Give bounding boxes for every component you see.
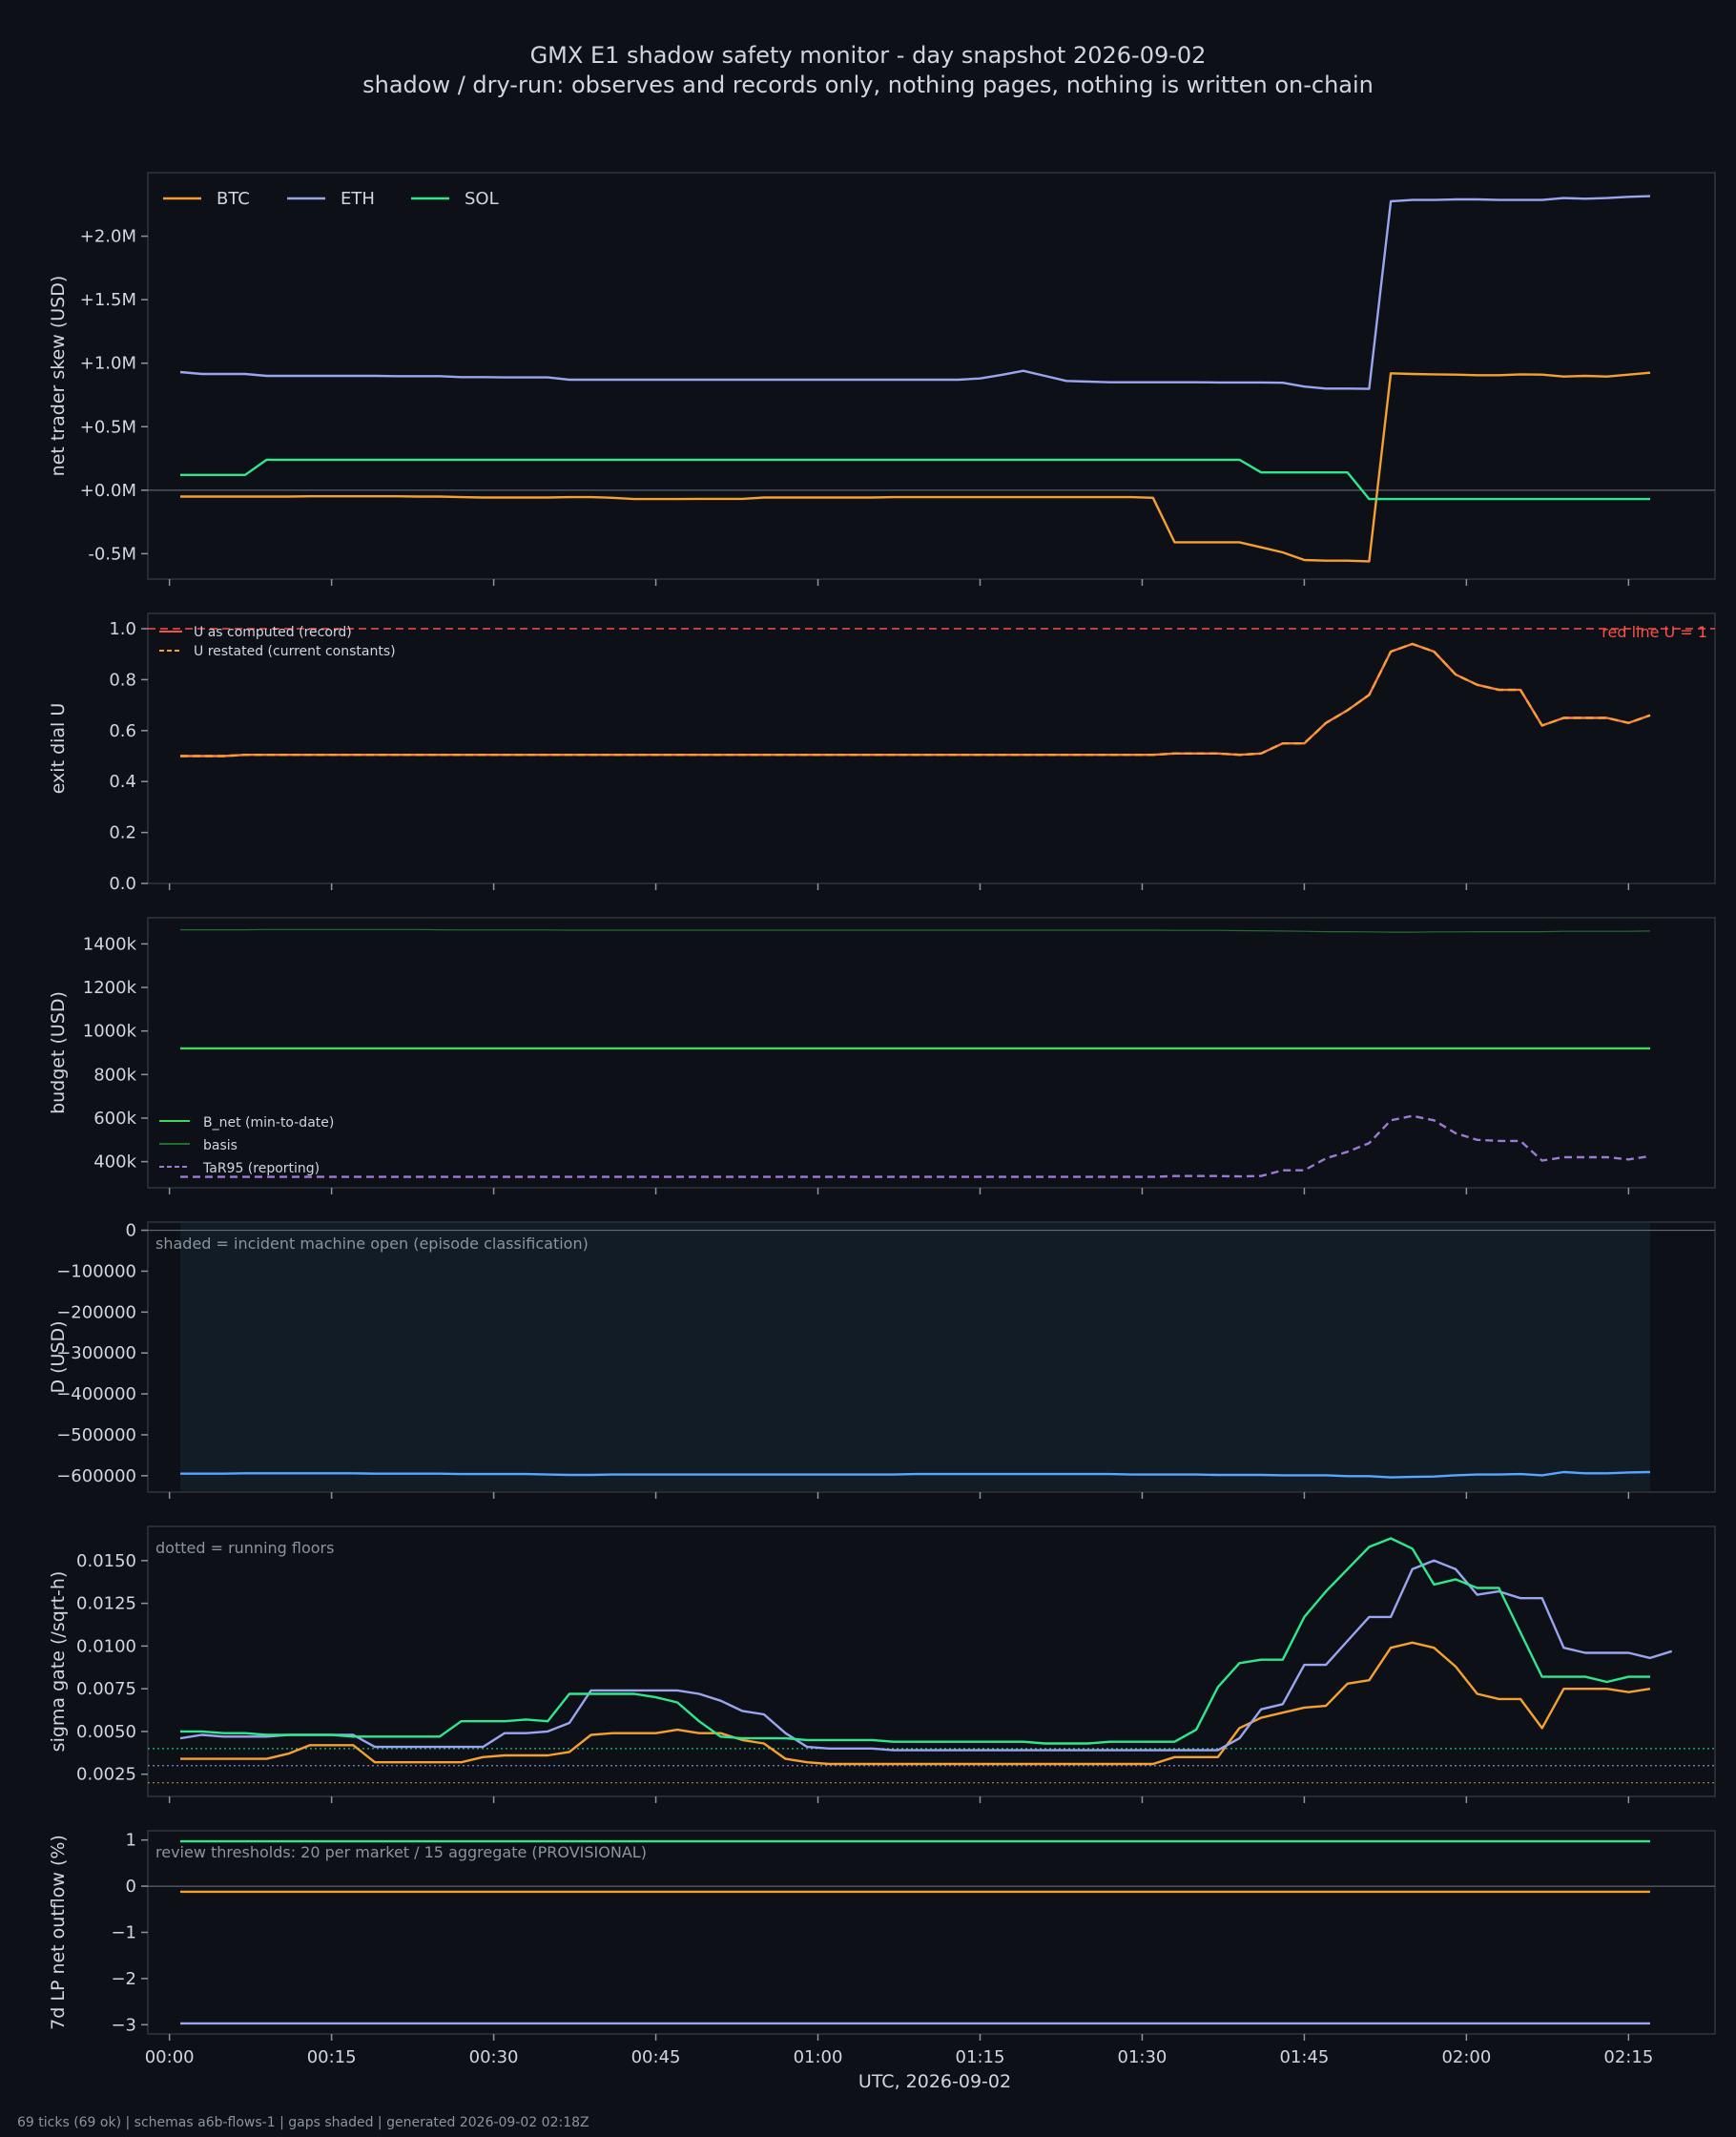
series-line-tar95-reporting [180, 1114, 1651, 1178]
red-line-label: red line U = 1 [1602, 623, 1707, 641]
legend-label: basis [203, 1138, 238, 1153]
x-tick-label: 01:15 [956, 2047, 1005, 2067]
panel-exit_dial: 0.0 0.2 0.4 0.6 0.8 1.0 exit dial U red line U … [48, 612, 1716, 894]
series-line-basis [180, 928, 1651, 933]
y-tick-label: 0.0075 [76, 1679, 136, 1699]
panel-note: shaded = incident machine open (episode … [155, 1234, 589, 1253]
y-tick-label: +2.0M [80, 227, 136, 247]
y-tick-label: 1400k [83, 934, 137, 954]
series-line-eth [179, 195, 1651, 390]
panel-drawdown: −600000 −500000 −400000 −300000 −200000 −1000… [48, 1221, 1716, 1499]
panel-frame [147, 612, 1716, 884]
legend-label: TaR95 (reporting) [202, 1161, 320, 1176]
series-line-u-restated-current-constants [180, 642, 1651, 757]
panel-note: review thresholds: 20 per market / 15 ag… [155, 1843, 647, 1861]
x-tick-label: 01:00 [794, 2047, 843, 2067]
footer-status: 69 ticks (69 ok) | schemas a6b-flows-1 |… [17, 2115, 589, 2130]
chart-panels: -0.5M +0.0M +0.5M +1.0M +1.5M +2.0M net trader… [48, 172, 1716, 2067]
y-tick-label: −3 [111, 2015, 136, 2035]
panel-skew: -0.5M +0.0M +0.5M +1.0M +1.5M +2.0M net trader… [48, 172, 1716, 586]
y-tick-label: 0.0025 [76, 1765, 136, 1785]
y-tick-label: 1 [126, 1831, 136, 1851]
panel-lp_outflow: 00:00 00:15 00:30 00:45 01:00 01:15 01:30 01:45… [48, 1830, 1716, 2067]
y-tick-label: 0.0100 [76, 1636, 136, 1656]
y-axis-label: exit dial U [48, 703, 69, 795]
y-tick-label: 0.8 [109, 670, 136, 690]
y-tick-label: 0.0125 [76, 1594, 136, 1614]
y-tick-label: 0.0050 [76, 1722, 136, 1742]
legend-label-btc: BTC [217, 189, 250, 209]
y-tick-label: -0.5M [88, 544, 136, 564]
x-tick-label: 00:30 [469, 2047, 519, 2067]
legend-label: U restated (current constants) [194, 644, 396, 659]
y-tick-label: −200000 [56, 1302, 136, 1322]
y-tick-label: −300000 [56, 1343, 136, 1363]
x-tick-label: 01:30 [1118, 2047, 1168, 2067]
y-tick-label: +0.0M [80, 481, 136, 501]
y-tick-label: −1 [111, 1923, 136, 1943]
x-tick-label: 01:45 [1279, 2047, 1329, 2067]
incident-shaded-region [179, 1223, 1651, 1491]
y-axis-label: sigma gate (/sqrt-h) [48, 1571, 69, 1753]
y-tick-label: −500000 [56, 1425, 136, 1445]
series-line-btc [180, 371, 1651, 563]
y-tick-label: 1200k [83, 978, 137, 998]
x-tick-label: 02:00 [1441, 2047, 1491, 2067]
y-tick-label: −100000 [56, 1261, 136, 1281]
legend-label-eth: ETH [341, 189, 375, 209]
panel-frame [147, 917, 1716, 1189]
y-axis-label: net trader skew (USD) [48, 276, 69, 477]
y-tick-label: 0.4 [109, 772, 136, 792]
panel-budget: 400k 600k 800k 1000k 1200k 1400k budget (USD) B… [48, 917, 1716, 1194]
y-tick-label: 600k [93, 1109, 136, 1129]
legend-label: B_net (min-to-date) [203, 1115, 334, 1131]
x-tick-label: 00:00 [145, 2047, 195, 2067]
y-tick-label: +1.0M [80, 354, 136, 374]
y-axis-label: 7d LP net outflow (%) [48, 1835, 69, 2030]
series-line-sol [180, 458, 1650, 501]
y-tick-label: 800k [93, 1065, 136, 1085]
y-tick-label: 0 [126, 1221, 136, 1241]
y-tick-label: 0.6 [109, 721, 136, 741]
y-tick-label: +1.5M [80, 290, 136, 310]
legend-label-sol: SOL [465, 189, 499, 209]
y-tick-label: 400k [93, 1152, 136, 1172]
y-tick-label: −600000 [56, 1466, 136, 1486]
y-tick-label: 0.0150 [76, 1551, 136, 1571]
y-axis-label: budget (USD) [48, 991, 69, 1114]
x-tick-label: 02:15 [1603, 2047, 1653, 2067]
y-tick-label: 1000k [83, 1022, 137, 1042]
panel-sigma_gate: 0.0025 0.0050 0.0075 0.0100 0.0125 0.0150 sigm… [48, 1525, 1716, 1803]
x-tick-label: 00:15 [307, 2047, 357, 2067]
series-line-sol [180, 1537, 1650, 1745]
x-axis-label: UTC, 2026-09-02 [858, 2071, 1011, 2092]
x-tick-label: 00:45 [631, 2047, 681, 2067]
y-tick-label: −2 [111, 1969, 136, 1989]
y-tick-label: 1.0 [109, 619, 136, 639]
y-axis-label: D (USD) [48, 1320, 69, 1393]
series-line-d [180, 1470, 1651, 1479]
y-tick-label: −400000 [56, 1384, 136, 1404]
y-tick-label: 0.0 [109, 874, 136, 894]
series-line-btc [180, 1641, 1651, 1766]
legend-label: U as computed (record) [194, 625, 352, 640]
y-tick-label: 0 [126, 1877, 136, 1897]
panel-frame [147, 1525, 1716, 1797]
figure-title: GMX E1 shadow safety monitor - day snaps… [530, 42, 1207, 69]
y-tick-label: 0.2 [109, 823, 136, 843]
panel-note: dotted = running floors [155, 1539, 334, 1557]
y-tick-label: +0.5M [80, 417, 136, 437]
figure-subtitle: shadow / dry-run: observes and records o… [362, 72, 1374, 98]
